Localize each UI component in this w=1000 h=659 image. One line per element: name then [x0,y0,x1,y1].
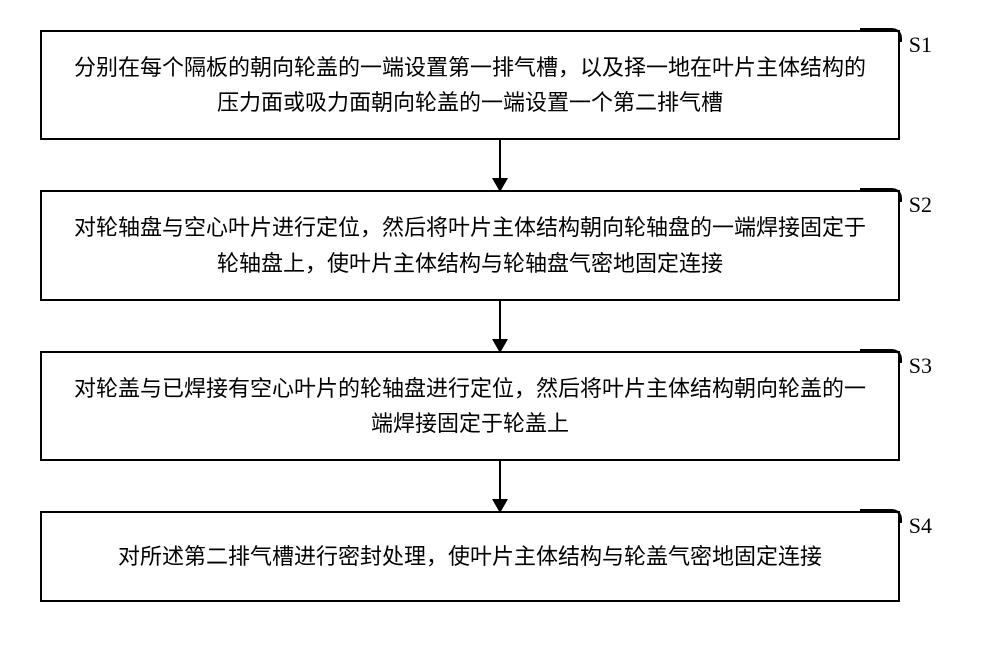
step-box-s1: 分别在每个隔板的朝向轮盖的一端设置第一排气槽，以及择一地在叶片主体结构的压力面或… [40,30,900,140]
label-connector-s3 [860,349,902,363]
step-text-s3: 对轮盖与已焊接有空心叶片的轮轴盘进行定位，然后将叶片主体结构朝向轮盖的一端焊接固… [74,376,866,436]
step-wrapper-s2: 对轮轴盘与空心叶片进行定位，然后将叶片主体结构朝向轮轴盘的一端焊接固定于轮轴盘上… [40,190,960,300]
step-text-s1: 分别在每个隔板的朝向轮盖的一端设置第一排气槽，以及择一地在叶片主体结构的压力面或… [74,55,866,115]
label-connector-s2 [860,188,902,202]
arrow-s2-s3 [70,301,930,351]
step-wrapper-s4: 对所述第二排气槽进行密封处理，使叶片主体结构与轮盖气密地固定连接 S4 [40,511,960,602]
arrow-s3-s4 [70,461,930,511]
step-box-s4: 对所述第二排气槽进行密封处理，使叶片主体结构与轮盖气密地固定连接 [40,511,900,602]
flowchart-container: 分别在每个隔板的朝向轮盖的一端设置第一排气槽，以及择一地在叶片主体结构的压力面或… [40,30,960,602]
arrow-s1-s2 [70,140,930,190]
step-label-s1: S1 [909,32,932,58]
step-wrapper-s1: 分别在每个隔板的朝向轮盖的一端设置第一排气槽，以及择一地在叶片主体结构的压力面或… [40,30,960,140]
label-connector-s1 [860,28,902,42]
step-wrapper-s3: 对轮盖与已焊接有空心叶片的轮轴盘进行定位，然后将叶片主体结构朝向轮盖的一端焊接固… [40,351,960,461]
step-label-s4: S4 [909,513,932,539]
step-box-s2: 对轮轴盘与空心叶片进行定位，然后将叶片主体结构朝向轮轴盘的一端焊接固定于轮轴盘上… [40,190,900,300]
step-box-s3: 对轮盖与已焊接有空心叶片的轮轴盘进行定位，然后将叶片主体结构朝向轮盖的一端焊接固… [40,351,900,461]
label-connector-s4 [860,509,902,523]
step-text-s2: 对轮轴盘与空心叶片进行定位，然后将叶片主体结构朝向轮轴盘的一端焊接固定于轮轴盘上… [74,215,866,275]
step-label-s3: S3 [909,353,932,379]
step-label-s2: S2 [909,192,932,218]
step-text-s4: 对所述第二排气槽进行密封处理，使叶片主体结构与轮盖气密地固定连接 [118,544,822,569]
